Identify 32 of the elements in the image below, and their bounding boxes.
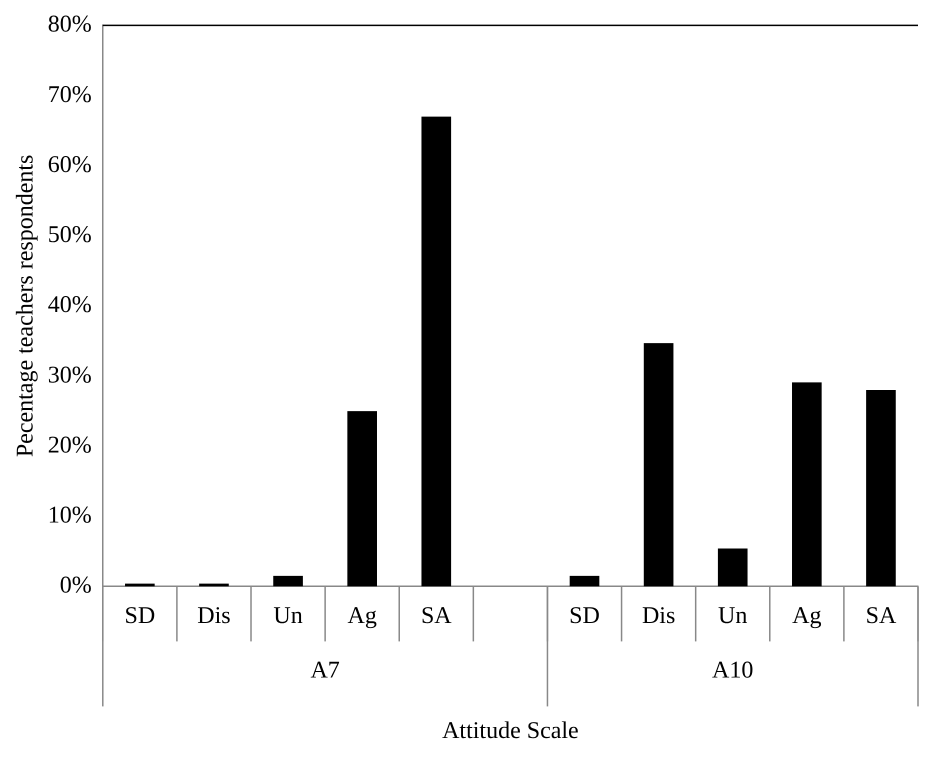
x-tick-label: Ag bbox=[792, 603, 822, 630]
bar bbox=[644, 343, 674, 586]
y-tick-label: 0% bbox=[60, 572, 92, 599]
bar bbox=[421, 116, 452, 586]
x-tick-label: Dis bbox=[642, 603, 676, 630]
bar bbox=[570, 576, 600, 586]
x-tick-label: SD bbox=[124, 603, 156, 630]
y-tick-label: 30% bbox=[48, 362, 92, 388]
x-tick-label: Dis bbox=[197, 603, 231, 630]
x-tick-label: Un bbox=[273, 603, 303, 630]
text: A7 bbox=[310, 658, 340, 684]
y-tick-label: 70% bbox=[48, 82, 92, 108]
bar bbox=[866, 390, 896, 586]
y-tick-label: 80% bbox=[48, 12, 92, 38]
x-tick-label: Ag bbox=[348, 603, 377, 630]
x-tick-label: SD bbox=[569, 603, 600, 630]
x-axis-title: Attitude Scale bbox=[442, 718, 579, 744]
y-tick-label: 50% bbox=[48, 222, 92, 248]
bar bbox=[273, 576, 303, 586]
bar bbox=[347, 411, 377, 586]
y-tick-label: 60% bbox=[48, 152, 92, 178]
x-tick-label: SA bbox=[420, 603, 452, 630]
text: A10 bbox=[712, 658, 754, 684]
y-tick-label: 10% bbox=[48, 502, 92, 529]
bar bbox=[718, 548, 748, 586]
x-tick-label: Un bbox=[718, 603, 748, 630]
bar bbox=[792, 382, 822, 586]
y-axis-title: Pecentage teachers respondents bbox=[12, 154, 39, 458]
y-tick-label: 20% bbox=[48, 432, 92, 458]
x-tick-label: SA bbox=[866, 603, 897, 630]
bar bbox=[199, 584, 229, 586]
y-tick-label: 40% bbox=[48, 292, 92, 318]
